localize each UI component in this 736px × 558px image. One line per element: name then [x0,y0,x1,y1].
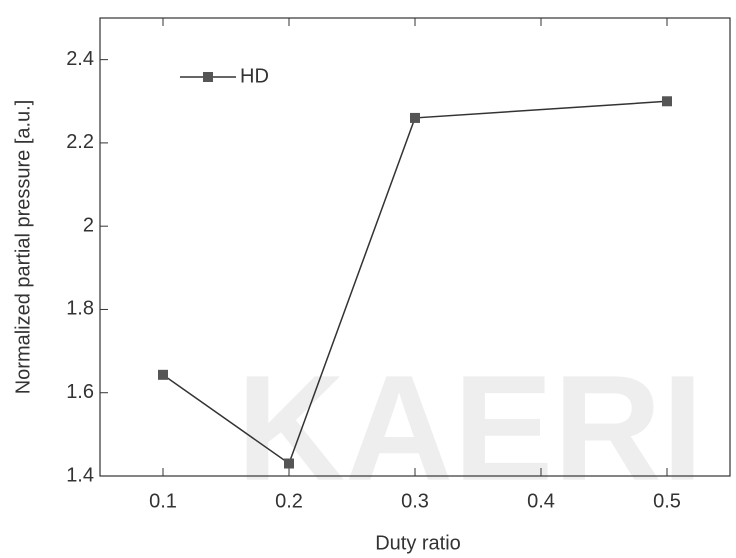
y-tick-label: 2.4 [66,48,94,70]
y-tick-label: 1.4 [66,464,94,486]
y-tick-label: 1.8 [66,298,94,320]
y-axis-label: Normalized partial pressure [a.u.] [12,100,34,395]
x-tick-label: 0.3 [401,490,429,512]
data-point [410,112,420,123]
watermark: KAERI [237,344,704,512]
data-point [158,369,168,380]
y-tick-label: 2 [83,214,94,236]
x-tick-label: 0.2 [275,490,303,512]
legend-label: HD [240,65,269,87]
y-tick-label: 2.2 [66,131,94,153]
legend-marker [203,72,213,82]
x-tick-label: 0.1 [149,490,177,512]
data-point [662,96,672,107]
data-point [284,458,294,469]
x-tick-label: 0.4 [527,490,555,512]
series-line [162,100,668,465]
x-axis-label: Duty ratio [375,532,461,554]
y-tick-label: 1.6 [66,381,94,403]
x-tick-label: 0.5 [653,490,681,512]
